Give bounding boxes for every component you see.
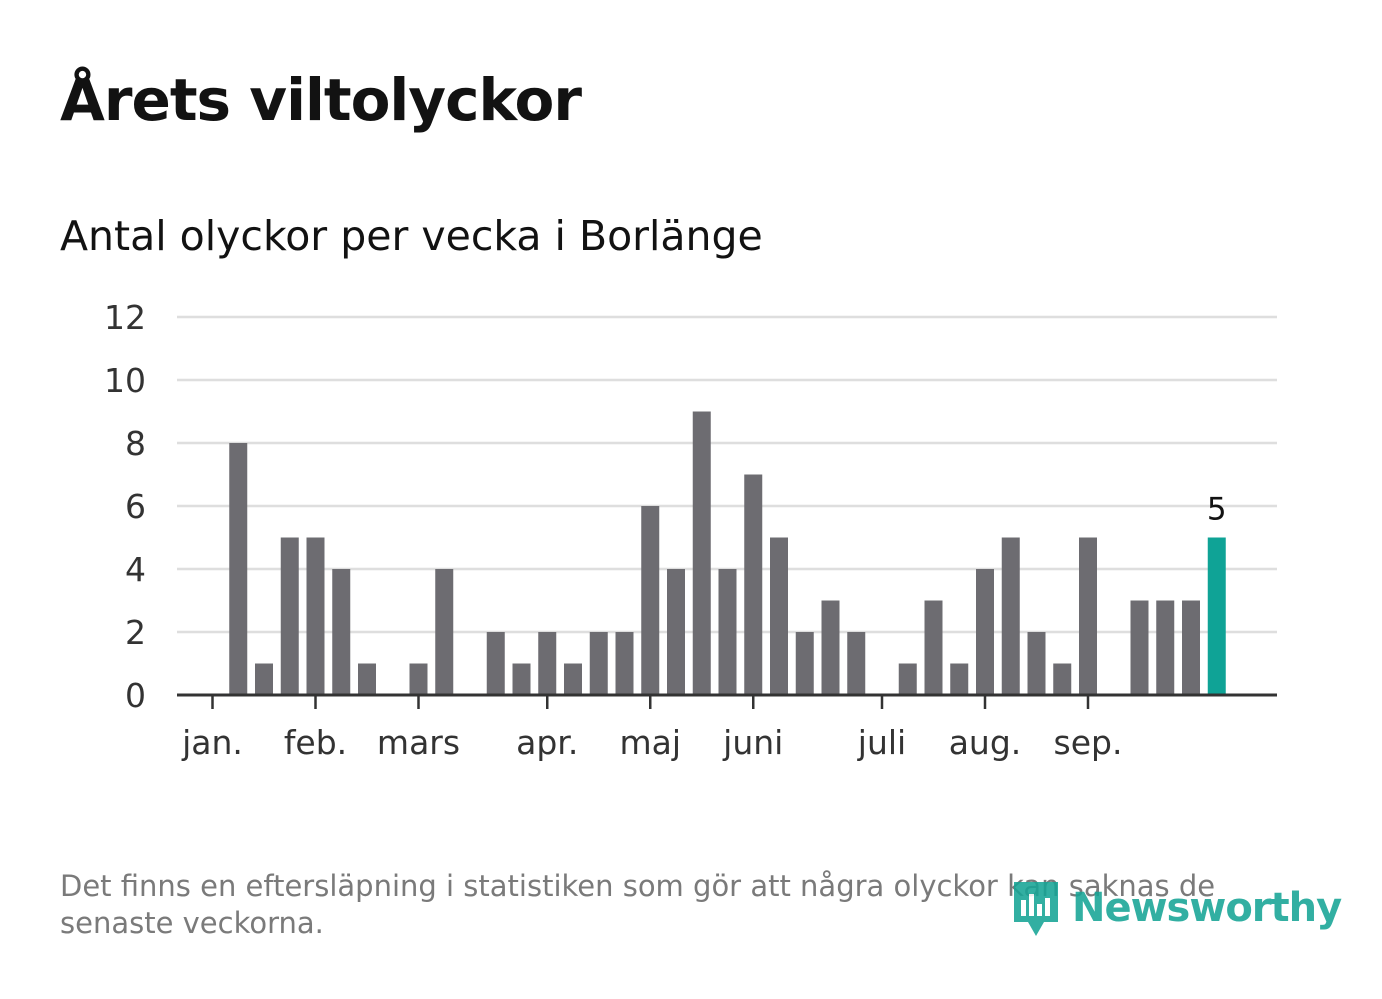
y-tick-label: 6 — [125, 487, 146, 526]
bar[interactable] — [280, 537, 299, 696]
bar[interactable] — [358, 663, 376, 696]
x-tick-label: juli — [857, 723, 906, 762]
bar[interactable] — [950, 663, 969, 696]
bars — [229, 411, 1226, 696]
y-tick-label: 4 — [125, 550, 146, 589]
bar[interactable] — [821, 600, 840, 696]
x-tick-label: maj — [619, 723, 681, 762]
bar[interactable] — [667, 569, 685, 695]
x-tick-label: feb. — [284, 723, 347, 762]
bar[interactable] — [718, 569, 737, 695]
bar[interactable] — [564, 663, 582, 696]
bar[interactable] — [1079, 537, 1097, 696]
bar[interactable] — [1001, 537, 1020, 696]
x-tick-label: apr. — [516, 723, 578, 762]
logo-text: Newsworthy — [1072, 885, 1342, 931]
x-tick-label: sep. — [1054, 723, 1123, 762]
data-label: 5 — [1207, 492, 1227, 528]
bar[interactable] — [486, 632, 505, 695]
bar[interactable] — [1027, 632, 1046, 695]
bar[interactable] — [229, 443, 248, 695]
y-axis-ticks: 0 2 4 6 8 10 12 — [104, 298, 146, 715]
bar[interactable] — [641, 506, 660, 695]
bar[interactable] — [255, 663, 273, 696]
bar[interactable] — [692, 411, 711, 696]
x-tick-label: juni — [722, 723, 783, 762]
bar[interactable] — [409, 663, 428, 696]
bar[interactable] — [847, 632, 866, 695]
bar[interactable] — [924, 600, 943, 696]
y-tick-label: 8 — [125, 424, 146, 463]
x-tick-label: aug. — [949, 723, 1022, 762]
bar-chart: 0 2 4 6 8 10 12 jan. feb. mars apr. maj juni juli aug… — [104, 298, 1277, 762]
bar[interactable] — [744, 474, 763, 696]
bar[interactable] — [770, 537, 788, 696]
bar[interactable] — [332, 569, 351, 695]
bar[interactable] — [898, 663, 917, 696]
bar[interactable] — [615, 632, 634, 695]
bar[interactable] — [1053, 663, 1072, 696]
bar[interactable] — [1130, 600, 1149, 696]
bar[interactable] — [306, 537, 325, 696]
x-tick-label: jan. — [181, 723, 243, 762]
chart-title: Årets viltolyckor — [60, 66, 582, 134]
y-tick-label: 12 — [104, 298, 146, 337]
data-labels: 5 — [1207, 492, 1227, 528]
bar[interactable] — [435, 569, 454, 695]
chart-subtitle: Antal olyckor per vecka i Borlänge — [60, 212, 763, 260]
y-tick-label: 10 — [104, 361, 146, 400]
bar[interactable] — [1156, 600, 1175, 696]
newsworthy-logo[interactable]: Newsworthy — [1010, 876, 1342, 940]
bar[interactable] — [538, 632, 557, 695]
y-tick-label: 2 — [125, 613, 146, 652]
bar[interactable] — [795, 632, 814, 695]
y-tick-label: 0 — [125, 676, 146, 715]
x-tick-label: mars — [377, 723, 460, 762]
bar[interactable] — [976, 569, 994, 695]
bar[interactable] — [589, 632, 608, 695]
highlighted-bar[interactable] — [1207, 537, 1226, 696]
bar[interactable] — [1182, 600, 1200, 696]
newsworthy-bars-icon — [1014, 882, 1058, 936]
bar[interactable] — [512, 663, 531, 696]
x-axis: jan. feb. mars apr. maj juni juli aug. sep. — [177, 693, 1277, 762]
